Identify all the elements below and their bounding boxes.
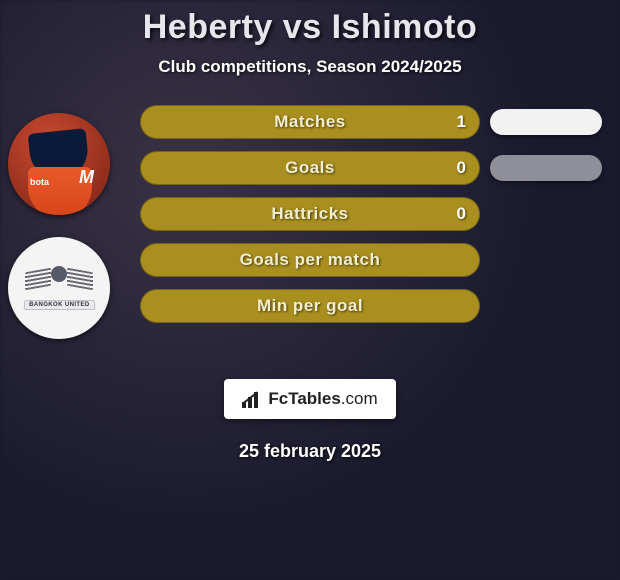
content-root: Heberty vs Ishimoto Club competitions, S… — [0, 0, 620, 462]
club-banner-text: BANGKOK UNITED — [23, 300, 94, 310]
stat-bar: Matches 1 — [140, 105, 480, 139]
stat-bar: Goals per match — [140, 243, 480, 277]
stat-label: Min per goal — [257, 296, 363, 316]
bar-chart-icon — [242, 390, 264, 408]
page-title: Heberty vs Ishimoto — [0, 8, 620, 47]
footer: FcTables.com 25 february 2025 — [0, 379, 620, 462]
stat-row-goals-per-match: Goals per match — [140, 243, 480, 277]
stat-bar: Min per goal — [140, 289, 480, 323]
brand-badge[interactable]: FcTables.com — [224, 379, 395, 419]
stat-row-matches: Matches 1 — [140, 105, 480, 139]
stat-label: Hattricks — [271, 204, 348, 224]
brand-suffix: .com — [341, 389, 378, 408]
stat-value: 0 — [457, 158, 466, 178]
avatar-stack: bota M BANGKOK UNITED — [8, 113, 118, 361]
stat-bar: Hattricks 0 — [140, 197, 480, 231]
jersey-brand-mark: M — [79, 167, 94, 188]
brand-text: FcTables.com — [268, 389, 377, 409]
side-pill — [490, 109, 602, 135]
jersey-sponsor-text: bota — [30, 177, 49, 187]
player-avatar: bota M — [8, 113, 110, 215]
side-pill — [490, 155, 602, 181]
stat-row-hattricks: Hattricks 0 — [140, 197, 480, 231]
stat-label: Goals — [285, 158, 335, 178]
stat-bars: Matches 1 Goals 0 Hattricks 0 Goals per … — [140, 105, 480, 335]
stat-row-min-per-goal: Min per goal — [140, 289, 480, 323]
stat-bar: Goals 0 — [140, 151, 480, 185]
main-area: bota M BANGKOK UNITED Matches 1 Goals 0 — [0, 105, 620, 365]
footer-date: 25 february 2025 — [0, 441, 620, 462]
side-pills — [490, 105, 608, 201]
brand-main: FcTables — [268, 389, 340, 408]
club-wing-icon — [25, 266, 93, 294]
page-subtitle: Club competitions, Season 2024/2025 — [0, 57, 620, 77]
stat-value: 1 — [457, 112, 466, 132]
stat-row-goals: Goals 0 — [140, 151, 480, 185]
stat-value: 0 — [457, 204, 466, 224]
stat-label: Matches — [274, 112, 346, 132]
club-crest: BANGKOK UNITED — [8, 237, 110, 339]
stat-label: Goals per match — [240, 250, 381, 270]
